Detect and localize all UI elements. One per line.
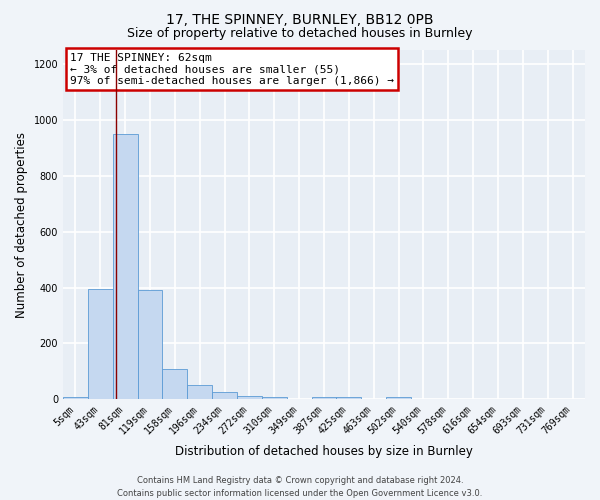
Bar (163, 368, 187, 400)
Bar (88, 289, 113, 400)
Bar (113, 134, 137, 400)
Bar (137, 290, 163, 400)
Text: 17, THE SPINNEY, BURNLEY, BB12 0PB: 17, THE SPINNEY, BURNLEY, BB12 0PB (166, 12, 434, 26)
X-axis label: Distribution of detached houses by size in Burnley: Distribution of detached houses by size … (175, 444, 473, 458)
Text: Size of property relative to detached houses in Burnley: Size of property relative to detached ho… (127, 28, 473, 40)
Bar (311, 396, 337, 400)
Bar (386, 396, 411, 400)
Bar (187, 386, 212, 400)
Text: Contains HM Land Registry data © Crown copyright and database right 2024.
Contai: Contains HM Land Registry data © Crown c… (118, 476, 482, 498)
Bar (212, 392, 237, 400)
Bar (262, 396, 287, 400)
Y-axis label: Number of detached properties: Number of detached properties (15, 132, 28, 318)
Bar (237, 396, 262, 400)
Text: 17 THE SPINNEY: 62sqm
← 3% of detached houses are smaller (55)
97% of semi-detac: 17 THE SPINNEY: 62sqm ← 3% of detached h… (70, 53, 394, 86)
Bar (337, 396, 361, 400)
Bar (63, 396, 88, 400)
